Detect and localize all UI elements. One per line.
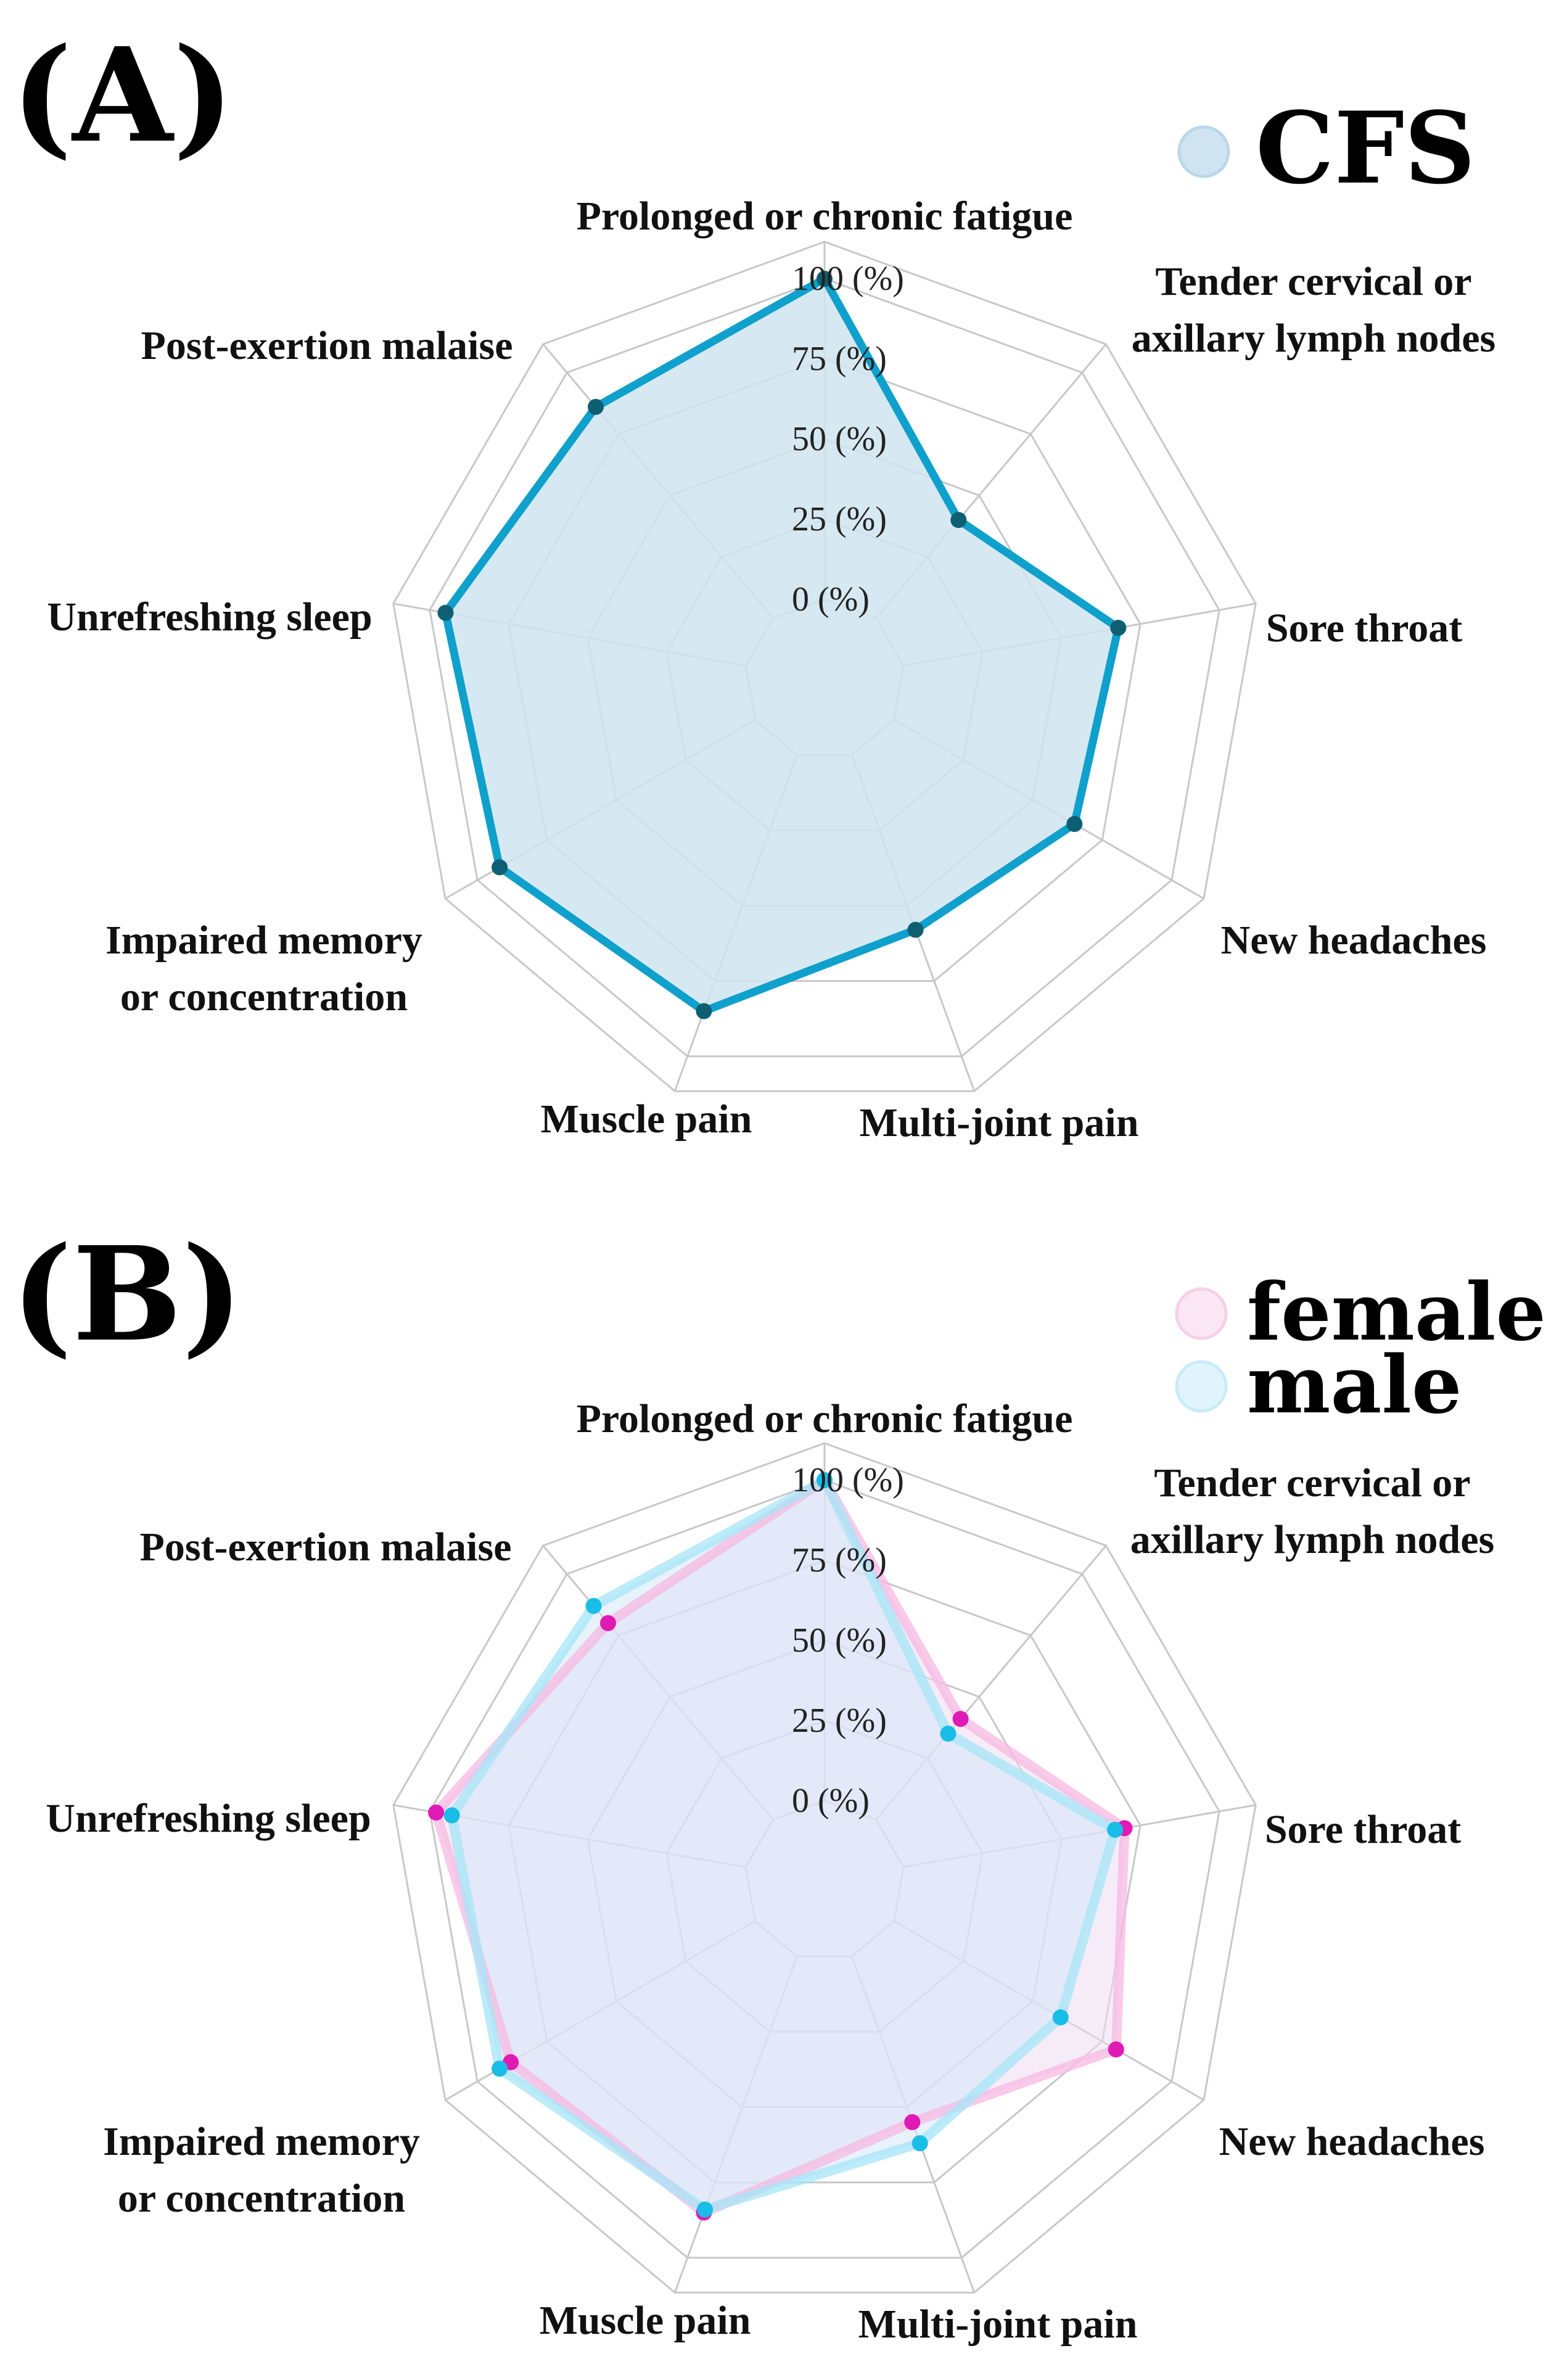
series-line-male	[446, 1473, 1121, 2215]
axis-label-2: Sore throat	[1265, 1807, 1461, 1852]
data-point-cfs-0	[817, 271, 833, 287]
radar-series-b	[428, 1472, 1133, 2221]
series-area-cfs	[445, 279, 1119, 1011]
axis-label-6: Impaired memory or concentration	[103, 2119, 420, 2221]
radial-tick-label: 100 (%)	[792, 260, 904, 298]
axis-label-4: Multi-joint pain	[860, 1100, 1139, 1145]
data-point-cfs-6	[492, 859, 508, 876]
data-point-female-7	[428, 1804, 445, 1821]
axis-label-0: Prolonged or chronic fatigue	[577, 1396, 1073, 1441]
grid-ring	[392, 241, 1257, 1092]
data-point-female-8	[600, 1615, 616, 1631]
data-point-cfs-3	[1066, 816, 1083, 832]
data-point-male-8	[585, 1597, 602, 1614]
radial-tick-label: 100 (%)	[792, 1461, 904, 1499]
axis-labels-a: Prolonged or chronic fatigue Tender cervi…	[47, 194, 1495, 1145]
axis-label-7: Unrefreshing sleep	[47, 595, 372, 640]
axis-label-3: New headaches	[1219, 2119, 1485, 2164]
data-point-male-2	[1107, 1821, 1124, 1838]
panel-a: (A) CFS Prolonged or chronic fatigue Tend…	[11, 19, 1495, 1145]
data-point-male-3	[1052, 2009, 1069, 2025]
data-point-cfs-1	[950, 512, 967, 529]
legend-cfs-marker	[1177, 125, 1230, 178]
radial-ticks-a: 0 (%) 25 (%) 50 (%) 75 (%) 100 (%)	[792, 260, 904, 619]
data-point-female-3	[1108, 2041, 1124, 2057]
axis-label-1: Tender cervical or axillary lymph nodes	[1132, 259, 1495, 361]
radial-ticks-b: 0 (%) 25 (%) 50 (%) 75 (%) 100 (%)	[792, 1461, 904, 1820]
axis-label-4: Multi-joint pain	[858, 2302, 1138, 2347]
grid-ring	[392, 1442, 1257, 2294]
data-point-female-4	[904, 2114, 921, 2130]
radial-tick-label: 25 (%)	[792, 1702, 887, 1740]
series-area-male	[451, 1480, 1116, 2210]
radial-tick-label: 75 (%)	[792, 1541, 887, 1579]
data-point-cfs-2	[1110, 620, 1127, 636]
data-point-male-5	[697, 2201, 714, 2218]
radial-tick-label: 0 (%)	[792, 1782, 870, 1820]
axis-label-5: Muscle pain	[540, 2298, 751, 2343]
legend-female-marker	[1175, 1287, 1228, 1340]
radial-tick-label: 50 (%)	[792, 420, 887, 458]
legend-cfs-label: CFS	[1256, 90, 1475, 206]
legend-male-marker	[1175, 1360, 1228, 1413]
data-point-male-1	[940, 1726, 957, 1742]
radial-tick-label: 0 (%)	[792, 580, 870, 619]
legend-a: CFS	[1177, 90, 1475, 206]
legend-female-label: female	[1247, 1266, 1546, 1359]
radial-tick-label: 75 (%)	[792, 340, 887, 378]
axis-label-0: Prolonged or chronic fatigue	[577, 194, 1073, 239]
data-point-male-0	[817, 1472, 833, 1488]
data-point-cfs-4	[907, 921, 924, 938]
legend-male-label: male	[1247, 1339, 1462, 1431]
panel-a-label: (A)	[11, 19, 234, 171]
axis-label-2: Sore throat	[1266, 606, 1462, 651]
series-line-cfs	[441, 273, 1123, 1016]
panel-b-label: (B)	[11, 1218, 243, 1370]
axis-label-6: Impaired memory or concentration	[105, 918, 422, 1019]
panel-b: (B) female male Prolonged or chronic fat…	[11, 1218, 1546, 2347]
data-point-male-7	[443, 1807, 460, 1824]
axis-label-7: Unrefreshing sleep	[46, 1796, 371, 1841]
data-point-cfs-5	[696, 1003, 712, 1019]
axis-label-5: Muscle pain	[541, 1097, 752, 1142]
data-point-cfs-8	[588, 398, 604, 415]
axis-label-8: Post-exertion malaise	[141, 323, 513, 368]
axis-label-8: Post-exertion malaise	[140, 1525, 512, 1570]
radial-tick-label: 25 (%)	[792, 500, 887, 538]
data-point-male-4	[911, 2135, 928, 2152]
grid-ring	[429, 278, 1220, 1058]
data-point-cfs-7	[437, 604, 454, 621]
data-point-female-1	[952, 1711, 969, 1727]
radial-tick-label: 50 (%)	[792, 1621, 887, 1660]
axis-labels-b: Prolonged or chronic fatigue Tender cervi…	[46, 1396, 1494, 2347]
axis-label-3: New headaches	[1221, 918, 1487, 963]
axis-label-1: Tender cervical or axillary lymph nodes	[1130, 1460, 1494, 1562]
legend-b: female male	[1175, 1266, 1546, 1431]
grid-ring	[429, 1479, 1220, 2259]
data-point-male-6	[492, 2061, 508, 2077]
radar-series-a	[437, 271, 1127, 1019]
